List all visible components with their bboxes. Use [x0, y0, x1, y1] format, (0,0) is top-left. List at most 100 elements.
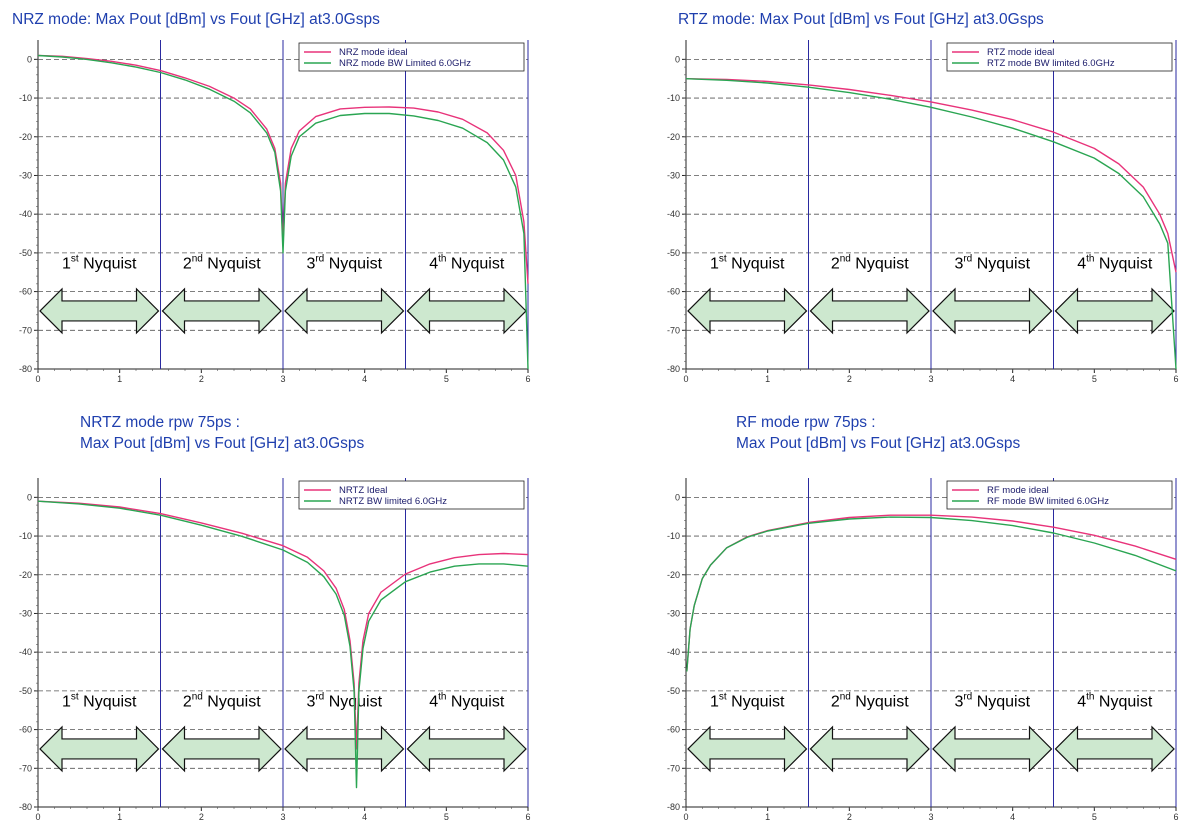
y-tick-label: -40 — [19, 647, 32, 657]
nyquist-zone-ordinal: st — [71, 691, 79, 702]
chart-panel-rf: RF mode rpw 75ps : Max Pout [dBm] vs Fou… — [592, 412, 1184, 830]
nyquist-zone-word: Nyquist — [203, 693, 261, 710]
y-tick-label: -60 — [667, 725, 680, 735]
nyquist-zone-number: 4 — [429, 255, 438, 272]
y-tick-label: -70 — [19, 325, 32, 335]
y-tick-label: -80 — [19, 802, 32, 812]
x-tick-label: 4 — [1010, 812, 1015, 822]
legend-box — [946, 42, 1173, 72]
x-tick-label: 0 — [35, 812, 40, 822]
x-tick-label: 5 — [444, 374, 449, 384]
nyquist-zone-ordinal: rd — [315, 253, 324, 264]
y-tick-label: -70 — [19, 763, 32, 773]
nyquist-zone-word: Nyquist — [727, 255, 785, 272]
x-tick-label: 1 — [765, 812, 770, 822]
y-tick-label: -60 — [19, 725, 32, 735]
x-tick-label: 3 — [280, 374, 285, 384]
nyquist-zone-arrow — [932, 287, 1053, 335]
y-tick-label: -50 — [667, 248, 680, 258]
nyquist-zone-number: 1 — [62, 255, 71, 272]
x-tick-label: 4 — [362, 812, 367, 822]
x-tick-label: 1 — [117, 812, 122, 822]
y-tick-label: 0 — [27, 54, 32, 64]
nyquist-zone-word: Nyquist — [1094, 255, 1152, 272]
nyquist-zone-arrow — [687, 725, 808, 773]
y-tick-label: 0 — [675, 492, 680, 502]
nyquist-zone-arrow — [406, 725, 527, 773]
nyquist-zone-label: 1st Nyquist — [710, 691, 785, 710]
nyquist-zone-label: 2nd Nyquist — [183, 691, 261, 710]
y-tick-label: -80 — [667, 364, 680, 374]
legend-label: NRZ mode ideal — [339, 47, 408, 58]
y-tick-label: -50 — [19, 248, 32, 258]
nyquist-zone-number: 4 — [429, 693, 438, 710]
legend-label: RF mode BW limited 6.0GHz — [987, 496, 1109, 507]
chart-panel-nrtz: NRTZ mode rpw 75ps : Max Pout [dBm] vs F… — [0, 412, 580, 830]
nyquist-zone-ordinal: nd — [840, 253, 851, 264]
nyquist-zone-number: 3 — [954, 693, 963, 710]
nyquist-zone-word: Nyquist — [446, 693, 504, 710]
legend-label: NRZ mode BW Limited 6.0GHz — [339, 58, 471, 69]
legend-box — [298, 480, 525, 510]
y-tick-label: -40 — [667, 647, 680, 657]
x-tick-label: 2 — [199, 812, 204, 822]
y-tick-label: -30 — [19, 608, 32, 618]
nyquist-zone-word: Nyquist — [324, 693, 382, 710]
nyquist-zone-arrow — [161, 725, 282, 773]
x-tick-label: 5 — [1092, 374, 1097, 384]
nyquist-zone-word: Nyquist — [324, 255, 382, 272]
y-tick-label: -60 — [19, 287, 32, 297]
x-tick-label: 0 — [683, 374, 688, 384]
y-tick-label: -30 — [667, 170, 680, 180]
nyquist-zone-number: 3 — [306, 693, 315, 710]
nyquist-zone-number: 1 — [62, 693, 71, 710]
x-tick-label: 3 — [928, 374, 933, 384]
nyquist-zone-arrow — [809, 725, 930, 773]
nyquist-zone-arrow — [932, 725, 1053, 773]
nyquist-zone-word: Nyquist — [446, 255, 504, 272]
nyquist-zone-number: 1 — [710, 255, 719, 272]
y-tick-label: -60 — [667, 287, 680, 297]
x-tick-label: 2 — [847, 812, 852, 822]
y-tick-label: -10 — [667, 531, 680, 541]
series-line — [686, 516, 1177, 672]
nyquist-zone-arrow — [687, 287, 808, 335]
nyquist-zone-arrow — [161, 287, 282, 335]
series-line — [37, 54, 529, 370]
x-tick-label: 0 — [35, 374, 40, 384]
nyquist-zone-number: 2 — [831, 255, 840, 272]
x-tick-label: 5 — [444, 812, 449, 822]
chart-panel-rtz: RTZ mode: Max Pout [dBm] vs Fout [GHz] a… — [592, 0, 1184, 390]
y-tick-label: -40 — [667, 209, 680, 219]
nyquist-zone-label: 2nd Nyquist — [831, 691, 909, 710]
y-tick-label: 0 — [27, 492, 32, 502]
y-tick-label: -70 — [667, 325, 680, 335]
nyquist-zone-label: 2nd Nyquist — [183, 253, 261, 272]
nyquist-zone-label: 3rd Nyquist — [306, 691, 382, 710]
y-tick-label: -30 — [667, 608, 680, 618]
nyquist-zone-label: 1st Nyquist — [710, 253, 785, 272]
nyquist-zone-label: 1st Nyquist — [62, 691, 137, 710]
x-tick-label: 3 — [280, 812, 285, 822]
x-tick-label: 6 — [525, 812, 530, 822]
y-tick-label: -40 — [19, 209, 32, 219]
nyquist-zone-word: Nyquist — [203, 255, 261, 272]
series-line — [37, 54, 529, 284]
nyquist-zone-label: 4th Nyquist — [429, 253, 505, 272]
y-tick-label: 0 — [675, 54, 680, 64]
nyquist-zone-number: 2 — [183, 255, 192, 272]
x-tick-label: 2 — [199, 374, 204, 384]
nyquist-zone-number: 4 — [1077, 693, 1086, 710]
y-tick-label: -30 — [19, 170, 32, 180]
x-tick-label: 6 — [525, 374, 530, 384]
nyquist-zone-ordinal: rd — [315, 691, 324, 702]
series-line — [37, 500, 529, 789]
x-tick-label: 6 — [1173, 374, 1178, 384]
nyquist-zone-number: 4 — [1077, 255, 1086, 272]
nyquist-zone-ordinal: th — [438, 253, 446, 264]
nyquist-zone-label: 3rd Nyquist — [954, 691, 1030, 710]
nyquist-zone-ordinal: nd — [192, 691, 203, 702]
